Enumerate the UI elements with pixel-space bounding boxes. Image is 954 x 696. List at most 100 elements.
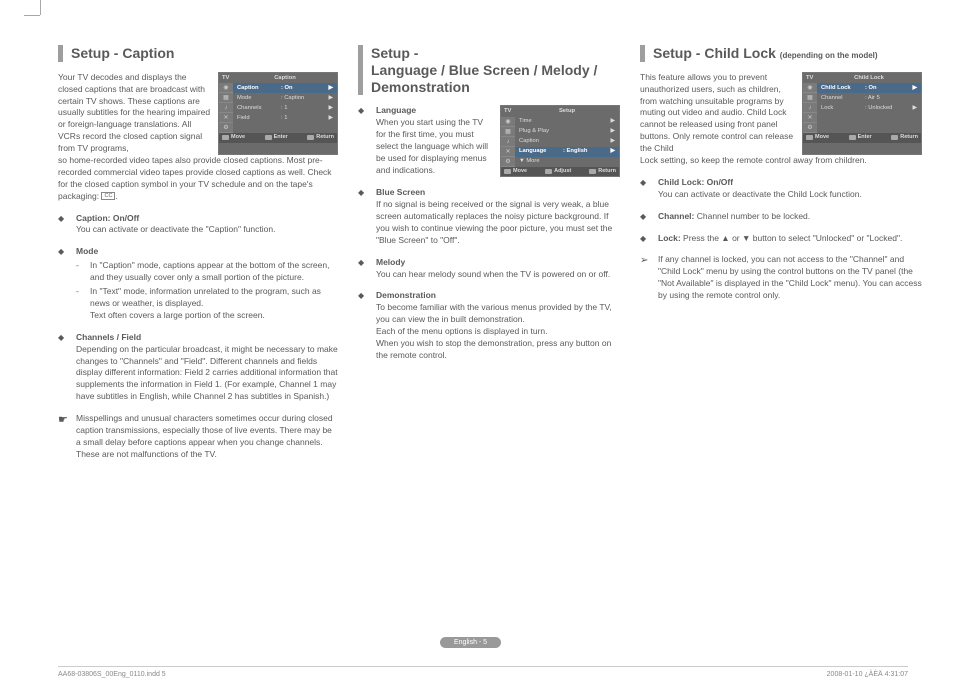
- osd-row-k: Time: [519, 117, 563, 125]
- note-icon: ☛: [58, 413, 76, 461]
- osd-row-arrow: ▶: [325, 104, 333, 112]
- osd-foot-enter: Enter: [274, 134, 288, 142]
- section-title-childlock: Setup - Child Lock (depending on the mod…: [640, 45, 922, 62]
- osd-row-arrow: ▶: [325, 84, 333, 92]
- osd-row-arrow: ▶: [909, 104, 917, 112]
- osd-rows: Time▶ Plug & Play▶ Caption▶ Language: En…: [515, 117, 619, 167]
- osd-foot-return: Return: [316, 134, 334, 142]
- bullet-childlock-onoff: ◆ Child Lock: On/OffYou can activate or …: [640, 177, 922, 201]
- bullet-demonstration: ◆ Demonstration To become familiar with t…: [358, 290, 620, 361]
- arrow-icon: ➢: [640, 254, 658, 302]
- osd-row-k: Field: [237, 114, 281, 122]
- osd-row-arrow: ▶: [325, 114, 333, 122]
- bullet-text: To become familiar with the various menu…: [376, 302, 612, 360]
- note-text: Misspellings and unusual characters some…: [76, 413, 338, 461]
- osd-foot-move: Move: [815, 134, 829, 142]
- osd-row-v: : On: [865, 84, 909, 92]
- bullet-text: You can hear melody sound when the TV is…: [376, 269, 610, 279]
- crop-mark: [30, 5, 50, 25]
- footer-timestamp: 2008-01-10 ¿ÀÈÄ 4:31:07: [827, 671, 908, 678]
- diamond-icon: ◆: [640, 177, 658, 201]
- osd-row-v: : English: [563, 147, 607, 155]
- osd-row-k: Caption: [519, 137, 563, 145]
- osd-row-arrow: ▶: [607, 147, 615, 155]
- childlock-intro-left: This feature allows you to prevent unaut…: [640, 72, 796, 155]
- bullet-text: Depending on the particular broadcast, i…: [76, 344, 338, 402]
- osd-childlock: TVChild Lock ◉▦♪✕⚙ Child Lock: On▶ Chann…: [802, 72, 922, 155]
- diamond-icon: ◆: [358, 105, 376, 177]
- bullet-bluescreen: ◆ Blue Screen If no signal is being recei…: [358, 187, 620, 246]
- dash-icon: -: [76, 260, 90, 284]
- section-title-caption: Setup - Caption: [58, 45, 338, 62]
- osd-corner: TV: [504, 107, 518, 115]
- bullet-text: Channel number to be locked.: [694, 211, 810, 221]
- bullet-title: Channels / Field: [76, 332, 141, 342]
- arrow-note: ➢ If any channel is locked, you can not …: [640, 254, 922, 302]
- bullet-melody: ◆ MelodyYou can hear melody sound when t…: [358, 257, 620, 281]
- column-caption: Setup - Caption Your TV decodes and disp…: [58, 45, 338, 645]
- osd-row-v: : Unlocked: [865, 104, 909, 112]
- dash-icon: -: [76, 286, 90, 322]
- title-sub: (depending on the model): [780, 51, 878, 60]
- note-misspellings: ☛ Misspellings and unusual characters so…: [58, 413, 338, 461]
- osd-row-arrow: ▶: [607, 117, 615, 125]
- osd-row-k: Channels: [237, 104, 281, 112]
- osd-row-arrow: ▶: [607, 137, 615, 145]
- osd-rows: Caption: On▶ Mode: Caption▶ Channels: 1▶…: [233, 83, 337, 133]
- osd-row-v: : 1: [281, 104, 325, 112]
- diamond-icon: ◆: [640, 211, 658, 223]
- osd-foot: MoveAdjustReturn: [501, 167, 619, 177]
- bullet-language: ◆ Language When you start using the TV f…: [358, 105, 620, 177]
- osd-row-v: : 1: [281, 114, 325, 122]
- diamond-icon: ◆: [640, 233, 658, 245]
- dash-text: In "Text" mode, information unrelated to…: [90, 286, 338, 322]
- osd-row-k: Caption: [237, 84, 281, 92]
- osd-caption: TVCaption ◉▦♪✕⚙ Caption: On▶ Mode: Capti…: [218, 72, 338, 155]
- diamond-icon: ◆: [358, 290, 376, 361]
- diamond-icon: ◆: [58, 332, 76, 403]
- osd-title: Setup: [518, 107, 616, 115]
- bullet-lock: ◆ Lock: Press the ▲ or ▼ button to selec…: [640, 233, 922, 245]
- osd-row-arrow: ▶: [325, 94, 333, 102]
- dash-text-line: In "Text" mode, information unrelated to…: [90, 286, 321, 308]
- dash-text: In "Caption" mode, captions appear at th…: [90, 260, 338, 284]
- bullet-text: Press the ▲ or ▼ button to select "Unloc…: [681, 233, 903, 243]
- osd-row-k: Child Lock: [821, 84, 865, 92]
- bullet-text: When you start using the TV for the firs…: [376, 117, 488, 175]
- osd-foot-enter: Enter: [858, 134, 872, 142]
- dash-text-line: Text often covers a large portion of the…: [90, 310, 265, 320]
- osd-row-k: ▼ More: [519, 157, 563, 165]
- bullet-title: Language: [376, 105, 416, 115]
- osd-corner: TV: [806, 74, 820, 82]
- bullet-title: Demonstration: [376, 290, 436, 300]
- page-content: Setup - Caption Your TV decodes and disp…: [58, 45, 908, 645]
- osd-row-k: Channel: [821, 94, 865, 102]
- bullet-text: If no signal is being received or the si…: [376, 199, 612, 245]
- osd-row-arrow: ▶: [607, 127, 615, 135]
- bullet-title: Blue Screen: [376, 187, 425, 197]
- column-childlock: Setup - Child Lock (depending on the mod…: [640, 45, 922, 645]
- osd-title: Child Lock: [820, 74, 918, 82]
- osd-setup: TVSetup ◉▦♪✕⚙ Time▶ Plug & Play▶ Caption…: [500, 105, 620, 177]
- osd-row-v: : Caption: [281, 94, 325, 102]
- osd-foot-move: Move: [513, 168, 527, 176]
- osd-row-v: : Air 5: [865, 94, 917, 102]
- osd-foot-move: Move: [231, 134, 245, 142]
- osd-icon-strip: ◉▦♪✕⚙: [501, 117, 515, 167]
- osd-foot: MoveEnterReturn: [803, 133, 921, 143]
- bullet-channel: ◆ Channel: Channel number to be locked.: [640, 211, 922, 223]
- osd-row-k: Mode: [237, 94, 281, 102]
- title-main: Setup - Child Lock: [653, 45, 776, 61]
- osd-row-k: Language: [519, 147, 563, 155]
- cc-symbol-box: CC: [101, 192, 115, 200]
- bullet-title: Lock:: [658, 233, 681, 243]
- bullet-title: Caption: On/Off: [76, 213, 139, 223]
- section-title-setup: Setup -Language / Blue Screen / Melody /…: [358, 45, 620, 95]
- bullet-mode: ◆ Mode -In "Caption" mode, captions appe…: [58, 246, 338, 321]
- page-number-badge: English - 5: [440, 637, 501, 648]
- print-footer: AA68-03806S_00Eng_0110.indd 5 2008-01-10…: [58, 666, 908, 678]
- osd-row-v: : On: [281, 84, 325, 92]
- diamond-icon: ◆: [358, 187, 376, 246]
- column-setup-lang: Setup -Language / Blue Screen / Melody /…: [358, 45, 620, 645]
- bullet-title: Child Lock: On/Off: [658, 177, 733, 187]
